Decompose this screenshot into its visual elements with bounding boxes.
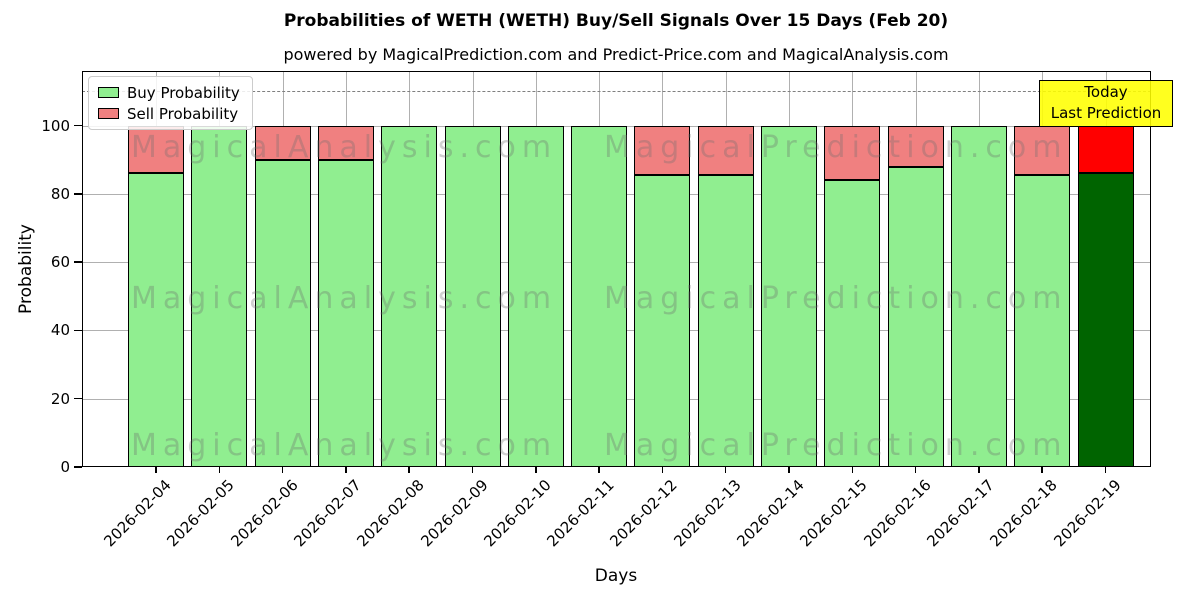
bar-buy-segment	[950, 125, 1007, 467]
bar-sell-segment	[697, 125, 754, 176]
x-tick-mark	[978, 467, 980, 473]
y-tick-label: 80	[50, 184, 70, 203]
x-tick-mark	[851, 467, 854, 473]
x-tick-mark	[218, 467, 221, 473]
legend-item: Buy Probability	[98, 82, 240, 103]
legend-label: Buy Probability	[127, 83, 240, 102]
today-annotation: Today Last Prediction	[1039, 80, 1173, 127]
today-annotation-line: Last Prediction	[1050, 104, 1162, 122]
bar-sell-segment-today	[1077, 125, 1134, 174]
threshold-dashed-line	[82, 91, 1151, 93]
y-tick-label: 60	[50, 253, 70, 272]
x-tick-mark	[598, 467, 600, 473]
bar-buy-segment	[697, 175, 754, 467]
x-tick-mark	[1104, 467, 1107, 473]
legend-label: Sell Probability	[127, 104, 239, 123]
y-tick-label: 100	[41, 116, 70, 135]
x-axis-label: Days	[594, 566, 638, 586]
bar-sell-segment	[887, 125, 944, 167]
bar-buy-segment	[128, 173, 184, 467]
x-tick-mark	[155, 467, 157, 473]
y-tick-mark	[74, 329, 82, 332]
y-tick-mark	[74, 193, 82, 195]
y-tick-label: 0	[60, 458, 70, 476]
bar-buy-segment	[571, 125, 628, 467]
bar-sell-segment	[634, 125, 691, 176]
bar-sell-segment	[128, 125, 184, 174]
x-tick-mark	[788, 467, 790, 473]
bar-buy-segment	[191, 125, 248, 467]
watermark-text: MagicalPrediction.com	[604, 130, 1068, 165]
legend-swatch	[98, 108, 119, 119]
y-tick-label: 40	[50, 321, 70, 340]
watermark-text: MagicalPrediction.com	[604, 428, 1068, 463]
x-tick-mark	[1041, 467, 1043, 473]
x-tick-mark	[724, 467, 727, 473]
legend: Buy Probability Sell Probability	[88, 76, 253, 130]
bar-buy-segment-today	[1077, 173, 1134, 467]
x-tick-mark	[661, 467, 664, 473]
bar-buy-segment	[887, 166, 944, 467]
bar-buy-segment	[507, 125, 564, 467]
y-tick-mark	[74, 124, 82, 127]
bar-buy-segment	[761, 125, 817, 467]
x-tick-mark	[471, 467, 474, 473]
y-tick-mark	[74, 261, 82, 263]
today-annotation-line: Today	[1084, 83, 1128, 101]
bar-buy-segment	[824, 180, 881, 467]
y-tick-label: 20	[50, 389, 70, 408]
x-tick-mark	[535, 467, 537, 473]
bar-buy-segment	[317, 159, 374, 467]
bar-buy-segment	[381, 125, 438, 467]
x-tick-mark	[914, 467, 917, 473]
watermark-text: MagicalAnalysis.com	[131, 428, 558, 463]
bar-buy-segment	[254, 159, 311, 467]
plot-area: MagicalAnalysis.com MagicalPrediction.com…	[82, 71, 1151, 467]
x-tick-mark	[408, 467, 410, 473]
bar-sell-segment	[317, 125, 374, 160]
bar-sell-segment	[1014, 125, 1071, 176]
x-tick-mark	[281, 467, 284, 473]
x-tick-mark	[345, 467, 347, 473]
watermark-text: MagicalAnalysis.com	[131, 281, 558, 316]
chart-title: Probabilities of WETH (WETH) Buy/Sell Si…	[283, 11, 949, 31]
watermark-text: MagicalAnalysis.com	[131, 130, 558, 165]
y-tick-mark	[74, 466, 82, 468]
y-tick-mark	[74, 397, 82, 400]
bar-buy-segment	[1014, 175, 1071, 467]
chart-subtitle: powered by MagicalPrediction.com and Pre…	[283, 45, 949, 64]
bar-sell-segment	[824, 125, 881, 181]
legend-swatch	[98, 87, 119, 98]
bar-buy-segment	[444, 125, 501, 467]
bar-buy-segment	[634, 175, 691, 467]
watermark-text: MagicalPrediction.com	[604, 281, 1068, 316]
legend-item: Sell Probability	[98, 103, 240, 124]
bar-sell-segment	[254, 125, 311, 160]
